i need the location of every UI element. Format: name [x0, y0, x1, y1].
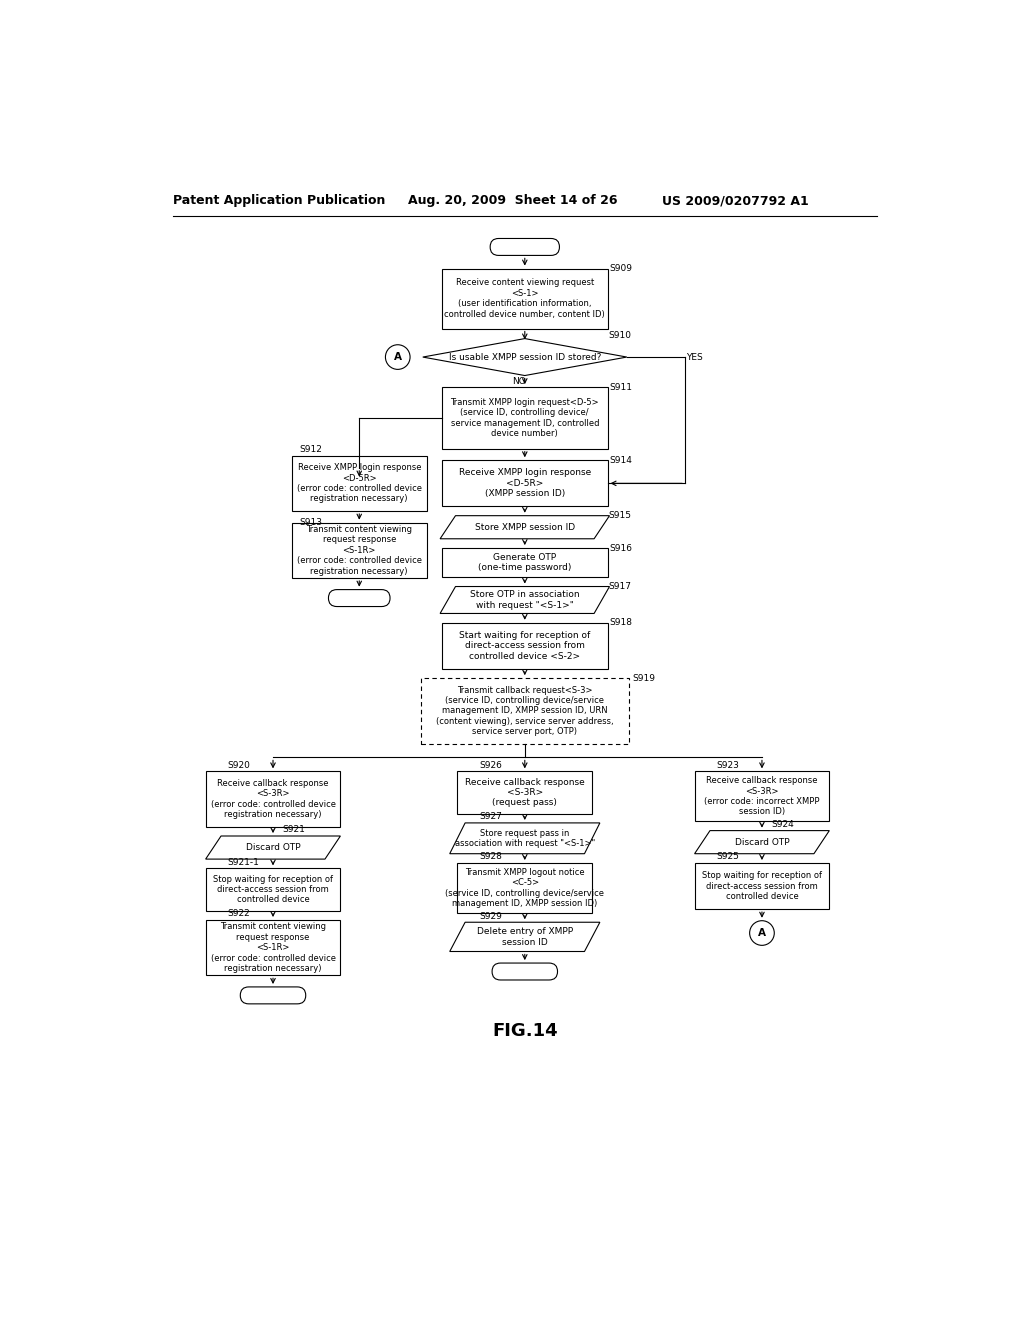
Text: S919: S919 [633, 673, 655, 682]
Text: Store XMPP session ID: Store XMPP session ID [475, 523, 574, 532]
Text: S926: S926 [479, 760, 502, 770]
Text: Transmit XMPP logout notice
<C-5>
(service ID, controlling device/service
manage: Transmit XMPP logout notice <C-5> (servi… [445, 867, 604, 908]
FancyBboxPatch shape [458, 771, 592, 813]
Text: NO: NO [512, 378, 525, 387]
Text: Generate OTP
(one-time password): Generate OTP (one-time password) [478, 553, 571, 573]
Polygon shape [440, 516, 609, 539]
Text: S918: S918 [609, 618, 633, 627]
FancyBboxPatch shape [458, 863, 592, 913]
Text: S913: S913 [300, 519, 323, 527]
Text: S920: S920 [227, 760, 250, 770]
Text: S921-1: S921-1 [227, 858, 259, 867]
Text: Receive XMPP login response
<D-5R>
(error code: controlled device
registration n: Receive XMPP login response <D-5R> (erro… [297, 463, 422, 503]
Text: A: A [394, 352, 401, 362]
Text: Delete entry of XMPP
session ID: Delete entry of XMPP session ID [477, 927, 572, 946]
Text: S921: S921 [283, 825, 305, 834]
Text: S925: S925 [716, 853, 739, 861]
Text: Aug. 20, 2009  Sheet 14 of 26: Aug. 20, 2009 Sheet 14 of 26 [408, 194, 617, 207]
FancyBboxPatch shape [442, 548, 607, 577]
Text: S927: S927 [479, 812, 502, 821]
Polygon shape [450, 923, 600, 952]
Polygon shape [450, 822, 600, 854]
FancyBboxPatch shape [442, 268, 607, 329]
Polygon shape [440, 586, 609, 614]
Text: Receive XMPP login response
<D-5R>
(XMPP session ID): Receive XMPP login response <D-5R> (XMPP… [459, 469, 591, 498]
Circle shape [385, 345, 410, 370]
Text: S917: S917 [608, 582, 631, 591]
Text: Transmit content viewing
request response
<S-1R>
(error code: controlled device
: Transmit content viewing request respons… [297, 525, 422, 576]
FancyBboxPatch shape [206, 869, 340, 911]
FancyBboxPatch shape [694, 863, 829, 909]
FancyBboxPatch shape [206, 771, 340, 826]
Text: S923: S923 [716, 760, 739, 770]
Text: S911: S911 [609, 383, 633, 392]
Text: Receive content viewing request
<S-1>
(user identification information,
controll: Receive content viewing request <S-1> (u… [444, 279, 605, 318]
Text: Discard OTP: Discard OTP [246, 843, 300, 851]
Text: S914: S914 [609, 455, 633, 465]
Text: Receive callback response
<S-3R>
(error code: incorrect XMPP
session ID): Receive callback response <S-3R> (error … [705, 776, 819, 817]
FancyBboxPatch shape [329, 590, 390, 607]
FancyBboxPatch shape [442, 623, 607, 669]
Text: S924: S924 [772, 820, 795, 829]
Text: S915: S915 [608, 511, 631, 520]
Text: Stop waiting for reception of
direct-access session from
controlled device: Stop waiting for reception of direct-acc… [213, 875, 333, 904]
FancyBboxPatch shape [241, 987, 306, 1003]
Text: S929: S929 [479, 912, 502, 920]
Circle shape [750, 921, 774, 945]
Text: Is usable XMPP session ID stored?: Is usable XMPP session ID stored? [449, 352, 601, 362]
FancyBboxPatch shape [206, 920, 340, 975]
Text: S916: S916 [609, 544, 633, 553]
Text: Start waiting for reception of
direct-access session from
controlled device <S-2: Start waiting for reception of direct-ac… [459, 631, 591, 661]
Text: S928: S928 [479, 853, 502, 861]
FancyBboxPatch shape [442, 387, 607, 449]
Text: Store OTP in association
with request "<S-1>": Store OTP in association with request "<… [470, 590, 580, 610]
Text: FIG.14: FIG.14 [492, 1022, 558, 1040]
FancyBboxPatch shape [694, 771, 829, 821]
FancyBboxPatch shape [292, 523, 427, 578]
FancyBboxPatch shape [493, 964, 557, 979]
Text: A: A [758, 928, 766, 939]
Text: S910: S910 [608, 331, 631, 341]
Text: YES: YES [686, 352, 703, 362]
FancyBboxPatch shape [442, 461, 607, 507]
Text: S912: S912 [300, 445, 323, 454]
Polygon shape [206, 836, 340, 859]
Text: US 2009/0207792 A1: US 2009/0207792 A1 [662, 194, 809, 207]
Text: Receive callback response
<S-3R>
(error code: controlled device
registration nec: Receive callback response <S-3R> (error … [211, 779, 336, 820]
FancyBboxPatch shape [421, 678, 629, 743]
Text: S909: S909 [609, 264, 633, 273]
Text: Discard OTP: Discard OTP [734, 838, 790, 846]
Text: S922: S922 [227, 909, 250, 919]
Text: Patent Application Publication: Patent Application Publication [173, 194, 385, 207]
Polygon shape [423, 339, 627, 376]
Text: Stop waiting for reception of
direct-access session from
controlled device: Stop waiting for reception of direct-acc… [702, 871, 822, 902]
Text: Receive callback response
<S-3R>
(request pass): Receive callback response <S-3R> (reques… [465, 777, 585, 808]
Text: Transmit XMPP login request<D-5>
(service ID, controlling device/
service manage: Transmit XMPP login request<D-5> (servic… [451, 397, 599, 438]
Text: Transmit content viewing
request response
<S-1R>
(error code: controlled device
: Transmit content viewing request respons… [211, 923, 336, 973]
FancyBboxPatch shape [292, 455, 427, 511]
Text: Transmit callback request<S-3>
(service ID, controlling device/service
managemen: Transmit callback request<S-3> (service … [436, 685, 613, 737]
FancyBboxPatch shape [490, 239, 559, 256]
Polygon shape [694, 830, 829, 854]
Text: Store request pass in
association with request "<S-1>": Store request pass in association with r… [455, 829, 595, 847]
